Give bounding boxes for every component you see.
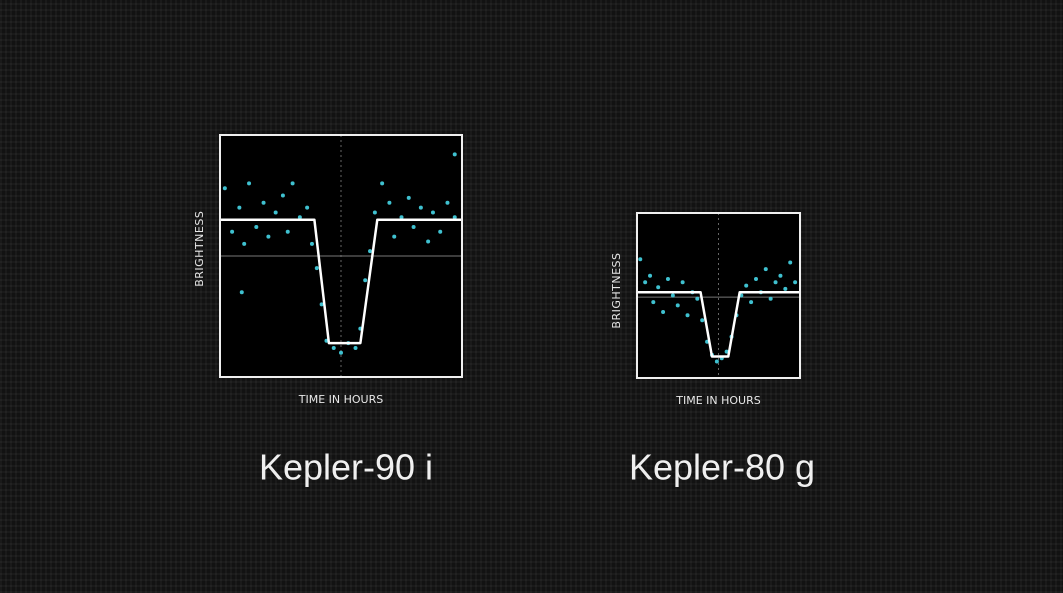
data-point: [753, 277, 758, 281]
data-point: [768, 296, 773, 301]
model-curve: [637, 290, 800, 358]
plot-area: [637, 213, 800, 378]
data-point: [222, 186, 227, 191]
data-point: [353, 345, 358, 350]
data-point: [426, 239, 431, 244]
data-point: [406, 195, 411, 200]
data-point: [314, 266, 319, 271]
data-point: [744, 283, 749, 288]
data-point: [387, 200, 392, 205]
data-point: [661, 310, 666, 314]
data-point: [656, 285, 661, 290]
data-point: [452, 152, 457, 157]
data-point: [363, 278, 368, 283]
data-point: [242, 241, 247, 246]
data-point: [372, 210, 377, 215]
data-point: [368, 249, 373, 254]
data-point: [254, 224, 259, 229]
data-point: [680, 280, 685, 285]
data-point: [392, 234, 397, 239]
data-point: [247, 181, 252, 186]
data-point: [685, 313, 690, 318]
data-point: [266, 234, 271, 239]
data-point: [331, 345, 336, 350]
data-point: [319, 302, 324, 307]
model-curve: [220, 218, 462, 345]
data-point: [778, 273, 783, 278]
y-axis-label: BRIGHTNESS: [193, 211, 206, 287]
data-point: [651, 300, 656, 305]
data-point: [399, 215, 404, 220]
chart: TIME IN HOURS BRIGHTNESS Kepler-90 i: [193, 134, 463, 488]
x-axis-label: TIME IN HOURS: [298, 393, 383, 406]
data-point: [339, 350, 343, 355]
data-point: [700, 318, 705, 323]
data-point: [418, 205, 423, 210]
data-point: [273, 210, 278, 215]
data-point: [430, 210, 435, 215]
data-point: [280, 193, 285, 198]
data-point: [675, 303, 680, 308]
data-point: [305, 205, 310, 210]
data-point: [239, 290, 244, 295]
data-point: [261, 200, 266, 205]
data-point: [297, 215, 302, 220]
x-axis-label: TIME IN HOURS: [675, 394, 760, 407]
data-point: [714, 359, 719, 364]
chart: TIME IN HOURS BRIGHTNESS Kepler-80 g: [610, 212, 815, 488]
data-point: [643, 280, 648, 285]
data-point: [452, 215, 457, 220]
data-point: [773, 280, 778, 285]
data-point: [285, 229, 290, 234]
data-point: [749, 300, 754, 305]
data-point: [788, 260, 793, 265]
data-point: [380, 181, 385, 186]
data-point: [237, 205, 242, 210]
data-point: [763, 267, 768, 272]
data-point: [230, 229, 235, 234]
chart-title: Kepler-80 g: [629, 447, 815, 488]
plot-frame: [219, 134, 463, 378]
plot-frame: [636, 212, 801, 379]
data-point: [695, 296, 700, 301]
y-axis-label: BRIGHTNESS: [610, 253, 623, 329]
data-point: [309, 241, 314, 246]
data-point: [290, 181, 295, 186]
data-point: [438, 229, 443, 234]
data-point: [724, 349, 729, 354]
data-point: [648, 273, 653, 278]
data-point: [783, 286, 788, 291]
data-point: [670, 293, 675, 298]
data-point: [665, 277, 670, 281]
data-point: [411, 224, 416, 229]
data-point: [445, 200, 450, 205]
chart-title: Kepler-90 i: [259, 447, 433, 488]
data-point: [793, 280, 798, 285]
data-point: [638, 257, 643, 262]
